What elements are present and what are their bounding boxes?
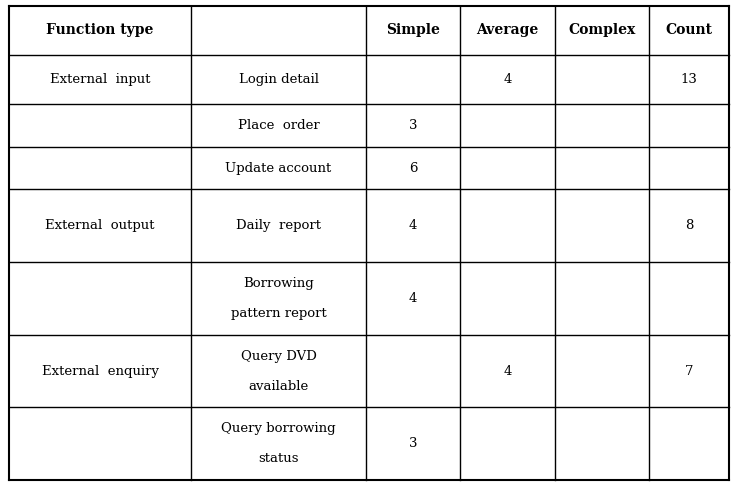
Text: Complex: Complex [568, 23, 635, 37]
Text: Query DVD

available: Query DVD available [241, 349, 317, 393]
Text: 6: 6 [409, 161, 417, 174]
Text: Query borrowing

status: Query borrowing status [221, 422, 336, 465]
Text: Count: Count [666, 23, 713, 37]
Text: Update account: Update account [225, 161, 331, 174]
Text: 4: 4 [503, 73, 511, 86]
Text: Daily  report: Daily report [236, 219, 321, 232]
Text: 4: 4 [409, 219, 417, 232]
Text: External  output: External output [45, 219, 155, 232]
Text: 3: 3 [409, 119, 417, 132]
Text: Average: Average [476, 23, 539, 37]
Text: Borrowing

pattern report: Borrowing pattern report [231, 277, 326, 320]
Text: External  enquiry: External enquiry [41, 364, 159, 378]
Text: 7: 7 [685, 364, 694, 378]
Text: External  input: External input [50, 73, 151, 86]
Text: Login detail: Login detail [238, 73, 319, 86]
Text: 3: 3 [409, 437, 417, 451]
Text: 8: 8 [685, 219, 693, 232]
Text: Simple: Simple [386, 23, 440, 37]
Text: 13: 13 [680, 73, 697, 86]
Text: Function type: Function type [46, 23, 154, 37]
Text: 4: 4 [503, 364, 511, 378]
Text: 4: 4 [409, 292, 417, 305]
Text: Place  order: Place order [238, 119, 320, 132]
